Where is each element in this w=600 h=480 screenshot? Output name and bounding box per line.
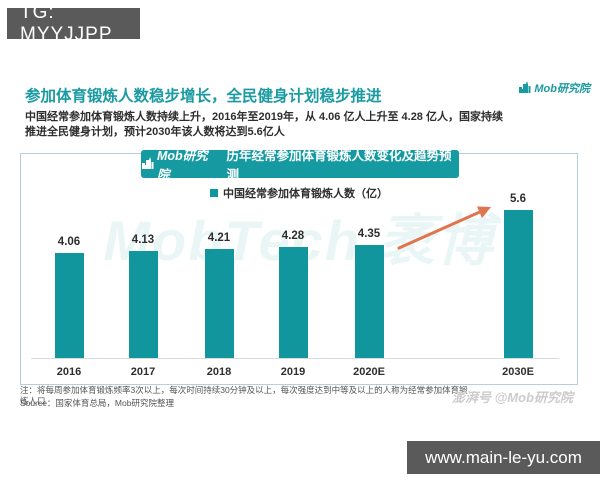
bar-value-label: 4.35: [357, 228, 381, 240]
chart-bar: [278, 247, 308, 358]
plot-area: 4.06 2016 4.13 2017 4.21 2018 4.28 2019 4.35 2020…: [21, 154, 577, 384]
bar-value-label: 4.13: [131, 234, 155, 246]
chart-bar: [54, 253, 84, 358]
chart-legend: 中国经常参加体育锻炼人数（亿）: [21, 185, 577, 201]
badge-brand: Mob研究院: [141, 145, 219, 183]
chart-title-badge: Mob研究院 历年经常参加体育锻炼人数变化及趋势预测: [141, 149, 459, 182]
site-url-overlay: www.main-le-yu.com: [407, 441, 600, 474]
chart-bar: [354, 245, 384, 358]
x-axis-line: [31, 358, 559, 359]
brand-logo: Mob研究院: [518, 80, 590, 96]
x-axis-tick-label: 2030E: [502, 366, 534, 378]
x-axis-tick-label: 2020E: [353, 366, 385, 378]
tg-handle-overlay: TG: MYYJJPP: [7, 2, 140, 45]
x-axis-tick-label: 2016: [56, 366, 82, 378]
footnote: 注：将每周参加体育锻炼频率3次以上，每次时间持续30分钟及以上，每次强度达到中等…: [20, 385, 468, 406]
chart-title: 历年经常参加体育锻炼人数变化及趋势预测: [226, 149, 452, 182]
x-axis-tick-label: 2018: [206, 366, 232, 378]
x-axis-tick-label: 2019: [280, 366, 306, 378]
bar-value-label: 4.21: [207, 232, 231, 244]
mob-building-icon: [518, 80, 531, 96]
chart-card: Mob研究院 历年经常参加体育锻炼人数变化及趋势预测 中国经常参加体育锻炼人数（…: [20, 149, 578, 385]
intro-paragraph: 中国经常参加体育锻炼人数持续上升，2016年至2019年，从 4.06 亿人上升…: [25, 110, 583, 140]
badge-brand-label: Mob研究院: [157, 149, 208, 182]
brand-label: Mob研究院: [534, 83, 590, 95]
bar-value-label: 4.28: [281, 230, 305, 242]
chart-bar: [204, 249, 234, 358]
legend-swatch: [210, 189, 218, 197]
site-url-label: www.main-le-yu.com: [425, 447, 582, 467]
tg-handle-label: TG: MYYJJPP: [20, 1, 113, 45]
intro-line-1: 中国经常参加体育锻炼人数持续上升，2016年至2019年，从 4.06 亿人上升…: [25, 111, 503, 123]
chart-bar: [128, 251, 158, 358]
page-title: 参加体育锻炼人数稳步增长，全民健身计划稳步推进: [25, 88, 382, 105]
chart-bar: [503, 210, 533, 358]
watermark-account: 澎湃号 @Mob研究院: [452, 390, 573, 405]
mob-building-icon-white: [141, 156, 154, 172]
x-axis-tick-label: 2017: [130, 366, 156, 378]
bar-value-label: 4.06: [57, 236, 81, 248]
legend-label: 中国经常参加体育锻炼人数（亿）: [223, 188, 388, 200]
bar-value-label: 5.6: [510, 193, 526, 205]
source-line: Source：国家体育总局，Mob研究院整理: [20, 398, 174, 408]
intro-line-2: 推进全民健身计划，预计2030年该人数将达到5.6亿人: [25, 126, 285, 138]
